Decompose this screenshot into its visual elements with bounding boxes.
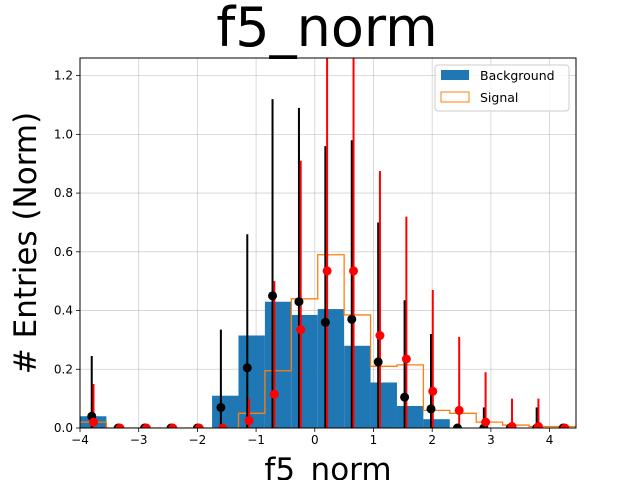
background-histogram bbox=[80, 301, 450, 428]
chart-title: f5_norm bbox=[216, 0, 437, 59]
x-tick-label: −3 bbox=[130, 433, 148, 447]
y-tick-label: 0.8 bbox=[54, 186, 73, 200]
background-point bbox=[320, 317, 330, 327]
background-point bbox=[452, 423, 462, 428]
background-point bbox=[242, 363, 252, 373]
x-tick-label: −2 bbox=[189, 433, 207, 447]
background-point bbox=[268, 291, 278, 301]
y-tick-label: 0.0 bbox=[54, 421, 73, 435]
background-point bbox=[426, 404, 436, 414]
signal-point bbox=[218, 423, 228, 428]
y-tick-label: 1.2 bbox=[54, 69, 73, 83]
background-point bbox=[400, 392, 410, 402]
legend-swatch-background bbox=[441, 70, 469, 80]
y-tick-label: 0.4 bbox=[54, 304, 73, 318]
x-tick-label: 3 bbox=[487, 433, 495, 447]
background-bar bbox=[264, 301, 292, 428]
signal-step-line bbox=[80, 254, 576, 428]
background-bar bbox=[238, 335, 265, 428]
legend: Background Signal bbox=[434, 64, 570, 112]
x-axis-ticks: −4 −3 −2 −1 0 1 2 3 4 bbox=[71, 428, 553, 447]
x-axis-label: f5_norm bbox=[264, 452, 391, 480]
background-bar bbox=[212, 395, 239, 428]
signal-point bbox=[115, 423, 125, 428]
signal-point bbox=[168, 423, 178, 428]
signal-point bbox=[401, 354, 411, 364]
background-bar bbox=[396, 405, 424, 428]
signal-histogram bbox=[80, 254, 576, 428]
y-axis-label: # Entries (Norm) bbox=[8, 112, 44, 374]
background-point bbox=[373, 357, 383, 367]
background-bar bbox=[317, 309, 345, 428]
y-tick-label: 0.2 bbox=[54, 362, 73, 376]
signal-point bbox=[375, 331, 385, 340]
background-bar bbox=[291, 314, 318, 428]
x-tick-label: −4 bbox=[71, 433, 89, 447]
signal-point bbox=[296, 325, 306, 335]
signal-point bbox=[481, 417, 491, 427]
signal-point bbox=[269, 389, 279, 399]
legend-swatch-signal bbox=[440, 91, 470, 103]
background-point bbox=[347, 314, 357, 324]
signal-point bbox=[322, 266, 332, 276]
background-bar bbox=[423, 419, 450, 428]
plot-frame bbox=[79, 57, 577, 429]
y-tick-label: 0.6 bbox=[54, 245, 73, 259]
signal-point bbox=[560, 423, 570, 428]
signal-point bbox=[533, 422, 543, 428]
background-point bbox=[294, 297, 304, 307]
x-tick-label: 2 bbox=[428, 433, 436, 447]
signal-point bbox=[349, 266, 359, 276]
x-tick-label: −1 bbox=[247, 433, 265, 447]
background-point bbox=[216, 402, 226, 412]
signal-point bbox=[428, 386, 438, 396]
x-tick-label: 0 bbox=[311, 433, 319, 447]
y-axis-ticks: 0.0 0.2 0.4 0.6 0.8 1.0 1.2 bbox=[54, 69, 80, 435]
x-tick-label: 1 bbox=[370, 433, 378, 447]
signal-point bbox=[507, 422, 517, 428]
background-bar bbox=[370, 382, 397, 428]
signal-point bbox=[89, 417, 99, 427]
signal-point bbox=[244, 416, 254, 426]
y-tick-label: 1.0 bbox=[54, 127, 73, 141]
signal-point bbox=[454, 405, 464, 415]
background-bar bbox=[344, 345, 371, 428]
legend-label-background: Background bbox=[480, 68, 555, 83]
legend-label-signal: Signal bbox=[480, 90, 518, 105]
data-points bbox=[87, 266, 570, 428]
x-tick-label: 4 bbox=[546, 433, 554, 447]
signal-point bbox=[194, 423, 204, 428]
signal-point bbox=[141, 423, 151, 428]
